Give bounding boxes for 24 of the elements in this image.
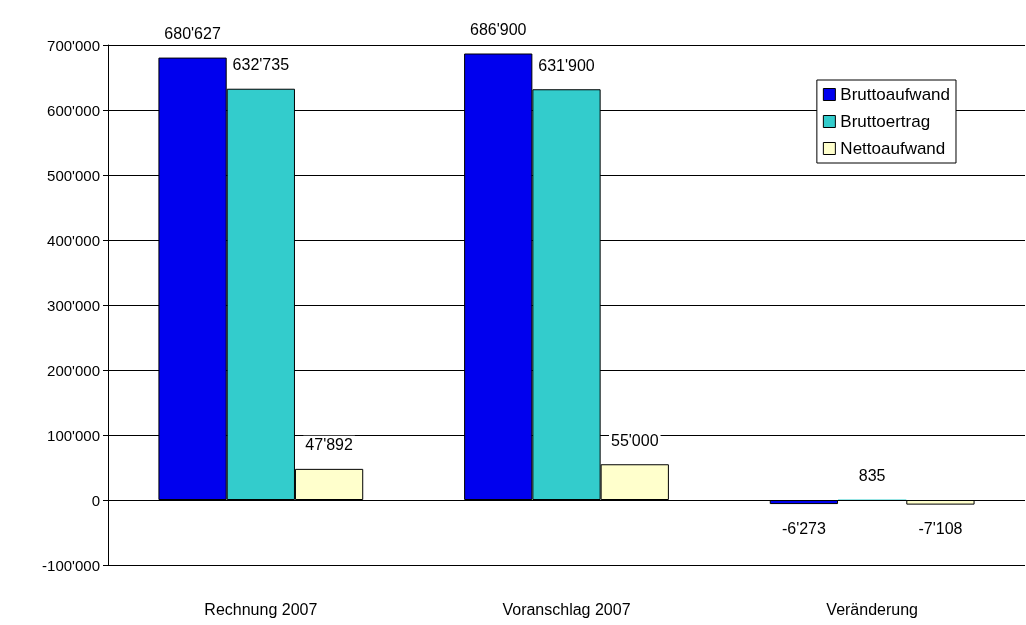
data-label: 680'627 (164, 25, 221, 43)
legend-label: Bruttoaufwand (840, 85, 951, 104)
data-label: -7'108 (918, 520, 963, 538)
data-label: 686'900 (470, 21, 527, 39)
y-tick-label: 600'000 (47, 101, 100, 119)
y-tick-label: 500'000 (47, 166, 100, 184)
data-label: 55'000 (610, 431, 659, 449)
y-tick-label: 300'000 (47, 296, 100, 314)
legend-label: Bruttoertrag (840, 112, 931, 131)
data-label: -6'273 (781, 519, 826, 537)
data-label: 631'900 (538, 56, 595, 74)
y-tick-label: 0 (91, 491, 100, 509)
y-tick-label: 400'000 (47, 231, 100, 249)
y-tick-label: 100'000 (47, 426, 100, 444)
legend-label: Nettoaufwand (840, 139, 946, 158)
x-tick-label: Voranschlag 2007 (502, 600, 631, 618)
data-label: 632'735 (232, 56, 290, 74)
y-tick-label: -100'000 (42, 556, 100, 574)
x-tick-label: Rechnung 2007 (204, 600, 318, 618)
data-label: 835 (858, 466, 886, 484)
y-tick-label: 200'000 (47, 361, 100, 379)
data-label: 47'892 (305, 436, 353, 454)
x-tick-label: Veränderung (826, 600, 918, 618)
y-tick-label: 700'000 (47, 36, 100, 54)
